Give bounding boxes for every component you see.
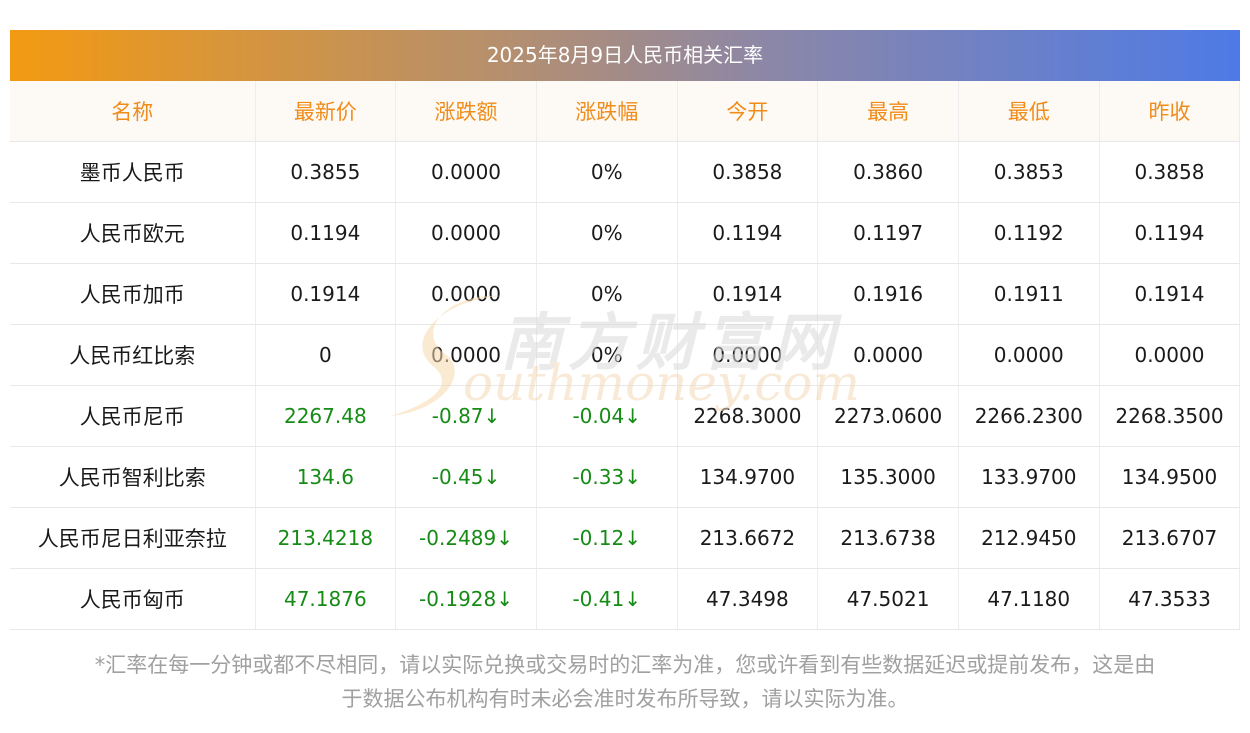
header-low: 最低	[958, 81, 1100, 142]
cell-pct: -0.41↓	[536, 568, 678, 630]
cell-name: 人民币匈币	[10, 568, 256, 630]
cell-latest: 134.6	[255, 446, 397, 508]
table-row: 人民币尼币 2267.48 -0.87↓ -0.04↓ 2268.3000 2273.06…	[10, 385, 1241, 447]
cell-high: 2273.0600	[817, 385, 959, 447]
cell-open: 2268.3000	[677, 385, 819, 447]
cell-name: 人民币欧元	[10, 202, 256, 264]
cell-change: 0.0000	[395, 263, 537, 325]
cell-prev: 134.9500	[1099, 446, 1241, 508]
cell-high: 0.1197	[817, 202, 959, 264]
cell-low: 0.1911	[958, 263, 1100, 325]
header-change: 涨跌额	[395, 81, 537, 142]
cell-open: 0.3858	[677, 141, 819, 203]
rate-table-panel: 2025年8月9日人民币相关汇率 名称 最新价 涨跌额 涨跌幅 今开 最高 最低…	[10, 30, 1241, 630]
cell-prev: 0.0000	[1099, 324, 1241, 386]
rate-table: 名称 最新价 涨跌额 涨跌幅 今开 最高 最低 昨收 墨币人民币 0.3855 0.…	[10, 81, 1241, 630]
cell-low: 2266.2300	[958, 385, 1100, 447]
cell-pct: -0.12↓	[536, 507, 678, 569]
cell-high: 0.0000	[817, 324, 959, 386]
disclaimer-note: *汇率在每一分钟或都不尽相同，请以实际兑换或交易时的汇率为准，您或许看到有些数据…	[10, 648, 1240, 716]
cell-high: 0.3860	[817, 141, 959, 203]
cell-pct: -0.33↓	[536, 446, 678, 508]
cell-latest: 2267.48	[255, 385, 397, 447]
cell-latest: 0.1194	[255, 202, 397, 264]
cell-change: -0.1928↓	[395, 568, 537, 630]
header-open: 今开	[677, 81, 819, 142]
disclaimer-line-1: *汇率在每一分钟或都不尽相同，请以实际兑换或交易时的汇率为准，您或许看到有些数据…	[94, 653, 1156, 677]
cell-pct: 0%	[536, 202, 678, 264]
table-title: 2025年8月9日人民币相关汇率	[10, 30, 1240, 81]
cell-name: 墨币人民币	[10, 141, 256, 203]
table-row: 人民币尼日利亚奈拉 213.4218 -0.2489↓ -0.12↓ 213.6672 2…	[10, 507, 1241, 569]
header-latest: 最新价	[255, 81, 397, 142]
cell-pct: 0%	[536, 141, 678, 203]
cell-open: 0.1194	[677, 202, 819, 264]
cell-prev: 47.3533	[1099, 568, 1241, 630]
table-row: 人民币匈币 47.1876 -0.1928↓ -0.41↓ 47.3498 47.5021…	[10, 568, 1241, 630]
cell-latest: 0.1914	[255, 263, 397, 325]
cell-low: 212.9450	[958, 507, 1100, 569]
header-row: 名称 最新价 涨跌额 涨跌幅 今开 最高 最低 昨收	[10, 81, 1241, 142]
cell-latest: 47.1876	[255, 568, 397, 630]
cell-low: 0.3853	[958, 141, 1100, 203]
table-row: 墨币人民币 0.3855 0.0000 0% 0.3858 0.3860 0.3853 0.3…	[10, 141, 1241, 203]
cell-high: 47.5021	[817, 568, 959, 630]
cell-name: 人民币智利比索	[10, 446, 256, 508]
cell-pct: -0.04↓	[536, 385, 678, 447]
cell-name: 人民币红比索	[10, 324, 256, 386]
cell-low: 0.1192	[958, 202, 1100, 264]
cell-prev: 0.1194	[1099, 202, 1241, 264]
cell-change: -0.87↓	[395, 385, 537, 447]
header-pct: 涨跌幅	[536, 81, 678, 142]
cell-change: -0.2489↓	[395, 507, 537, 569]
cell-pct: 0%	[536, 324, 678, 386]
cell-change: 0.0000	[395, 324, 537, 386]
header-high: 最高	[817, 81, 959, 142]
cell-open: 213.6672	[677, 507, 819, 569]
cell-high: 135.3000	[817, 446, 959, 508]
header-prev: 昨收	[1099, 81, 1241, 142]
cell-open: 134.9700	[677, 446, 819, 508]
cell-prev: 213.6707	[1099, 507, 1241, 569]
cell-open: 47.3498	[677, 568, 819, 630]
header-name: 名称	[10, 81, 256, 142]
table-row: 人民币加币 0.1914 0.0000 0% 0.1914 0.1916 0.1911 0.1…	[10, 263, 1241, 325]
disclaimer-line-2: 于数据公布机构有时未必会准时发布所导致，请以实际为准。	[341, 687, 909, 711]
cell-open: 0.0000	[677, 324, 819, 386]
cell-name: 人民币尼币	[10, 385, 256, 447]
cell-high: 213.6738	[817, 507, 959, 569]
cell-change: -0.45↓	[395, 446, 537, 508]
cell-prev: 2268.3500	[1099, 385, 1241, 447]
table-row: 人民币欧元 0.1194 0.0000 0% 0.1194 0.1197 0.1192 0.1…	[10, 202, 1241, 264]
cell-latest: 0.3855	[255, 141, 397, 203]
cell-latest: 0	[255, 324, 397, 386]
cell-prev: 0.1914	[1099, 263, 1241, 325]
cell-name: 人民币加币	[10, 263, 256, 325]
table-row: 人民币智利比索 134.6 -0.45↓ -0.33↓ 134.9700 135.3000…	[10, 446, 1241, 508]
cell-open: 0.1914	[677, 263, 819, 325]
table-row: 人民币红比索 0 0.0000 0% 0.0000 0.0000 0.0000 0.0000	[10, 324, 1241, 386]
cell-change: 0.0000	[395, 202, 537, 264]
cell-prev: 0.3858	[1099, 141, 1241, 203]
cell-low: 133.9700	[958, 446, 1100, 508]
cell-pct: 0%	[536, 263, 678, 325]
cell-high: 0.1916	[817, 263, 959, 325]
cell-change: 0.0000	[395, 141, 537, 203]
cell-low: 0.0000	[958, 324, 1100, 386]
cell-low: 47.1180	[958, 568, 1100, 630]
cell-latest: 213.4218	[255, 507, 397, 569]
cell-name: 人民币尼日利亚奈拉	[10, 507, 256, 569]
